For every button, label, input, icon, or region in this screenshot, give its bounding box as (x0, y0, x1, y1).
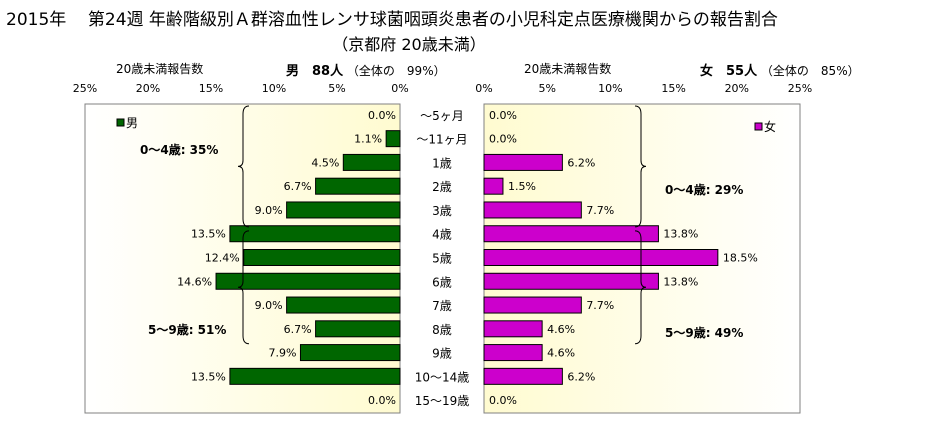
category-label: 7歳 (432, 299, 452, 313)
male-x-tick-label: 25% (73, 82, 97, 95)
female-value-label: 13.8% (663, 228, 698, 241)
category-label: 3歳 (432, 204, 452, 218)
female-bar (483, 272, 659, 290)
male-value-label: 6.7% (284, 180, 312, 193)
male-value-label: 9.0% (255, 204, 283, 217)
female-value-label: 4.6% (547, 323, 575, 336)
female-value-label: 13.8% (663, 275, 698, 288)
female-header-total: （全体の 85%） (760, 64, 860, 78)
female-bar (483, 367, 563, 385)
male-value-label: 9.0% (255, 299, 283, 312)
male-x-tick-label: 15% (199, 82, 223, 95)
male-bar (286, 296, 401, 314)
category-label: 9歳 (432, 347, 452, 361)
chart-subtitle: （京都府 20歳未満） (332, 35, 486, 54)
male-5-9-annotation: 5～9歳: 51% (148, 322, 226, 337)
male-bar (215, 272, 401, 290)
female-value-label: 1.5% (508, 180, 536, 193)
female-caption: 20歳未満報告数 (524, 62, 612, 76)
female-bar (483, 201, 582, 219)
female-value-label: 6.2% (567, 370, 595, 383)
male-value-label: 13.5% (191, 228, 226, 241)
category-label: 10～14歳 (415, 370, 470, 384)
female-header-label: 女 55人 (700, 64, 758, 79)
male-bar (299, 344, 401, 362)
chart-title: 2015年 第24週 年齢階級別Ａ群溶血性レンサ球菌咽頭炎患者の小児科定点医療機… (6, 5, 778, 30)
male-bar (229, 225, 401, 243)
male-value-label: 13.5% (191, 370, 226, 383)
category-label: 15～19歳 (415, 394, 470, 408)
male-x-tick-label: 5% (328, 82, 345, 95)
male-bar (315, 320, 401, 338)
female-value-label: 7.7% (586, 204, 614, 217)
female-x-tick-label: 25% (788, 82, 812, 95)
title-year: 2015年 (6, 10, 67, 30)
female-0-4-annotation: 0～4歳: 29% (665, 182, 743, 197)
female-bar (483, 153, 563, 171)
male-bar (342, 153, 401, 171)
male-header-total: （全体の 99%） (346, 64, 446, 78)
male-value-label: 12.4% (205, 252, 240, 265)
male-5-9-brace (237, 230, 250, 345)
female-5-9-annotation: 5～9歳: 49% (665, 325, 743, 340)
male-x-tick-label: 0% (391, 82, 408, 95)
female-legend-label: 女 (764, 119, 776, 134)
female-x-tick-label: 0% (475, 82, 492, 95)
category-label: 1歳 (432, 156, 452, 170)
male-value-label: 0.0% (368, 394, 396, 407)
female-bar (483, 225, 659, 243)
male-bar (286, 201, 401, 219)
female-5-9-brace (634, 230, 647, 345)
category-label: 6歳 (432, 275, 452, 289)
male-bar (229, 367, 401, 385)
male-value-label: 0.0% (368, 109, 396, 122)
category-label: 5歳 (432, 252, 452, 266)
category-label: 8歳 (432, 323, 452, 337)
female-value-label: 4.6% (547, 347, 575, 360)
female-bar (483, 344, 543, 362)
male-bar (385, 130, 401, 148)
male-header-label: 男 88人 (286, 64, 344, 79)
category-label: 2歳 (432, 180, 452, 194)
female-value-label: 7.7% (586, 299, 614, 312)
category-label: ～11ヶ月 (416, 133, 467, 147)
female-0-4-brace (634, 105, 647, 228)
female-x-tick-label: 5% (538, 82, 555, 95)
female-x-tick-label: 15% (661, 82, 685, 95)
male-x-tick-label: 20% (136, 82, 160, 95)
male-value-label: 6.7% (284, 323, 312, 336)
female-value-label: 18.5% (723, 252, 758, 265)
female-bar (483, 320, 543, 338)
female-header: 女 55人 （全体の 85%） (700, 60, 860, 79)
male-0-4-brace (237, 105, 250, 228)
male-x-tick-label: 10% (262, 82, 286, 95)
female-bar (483, 296, 582, 314)
female-value-label: 0.0% (489, 394, 517, 407)
female-value-label: 0.0% (489, 109, 517, 122)
female-x-tick-label: 20% (725, 82, 749, 95)
male-bar (315, 177, 401, 195)
title-main: 第24週 年齢階級別Ａ群溶血性レンサ球菌咽頭炎患者の小児科定点医療機関からの報告… (87, 10, 778, 30)
male-value-label: 7.9% (269, 347, 297, 360)
male-value-label: 14.6% (177, 275, 212, 288)
male-bar (243, 249, 401, 266)
female-value-label: 0.0% (489, 133, 517, 146)
male-value-label: 4.5% (311, 156, 339, 169)
female-bar (483, 249, 719, 266)
male-value-label: 1.1% (354, 133, 382, 146)
male-legend-swatch (116, 118, 125, 127)
female-bar (483, 177, 504, 195)
category-label: ～5ヶ月 (420, 109, 464, 123)
female-x-tick-label: 10% (598, 82, 622, 95)
male-0-4-annotation: 0～4歳: 35% (140, 142, 218, 157)
category-label: 4歳 (432, 228, 452, 242)
male-legend-label: 男 (126, 116, 138, 130)
female-legend-swatch (754, 122, 763, 131)
male-header: 男 88人 （全体の 99%） (286, 60, 446, 79)
female-value-label: 6.2% (567, 156, 595, 169)
male-caption: 20歳未満報告数 (116, 62, 204, 76)
